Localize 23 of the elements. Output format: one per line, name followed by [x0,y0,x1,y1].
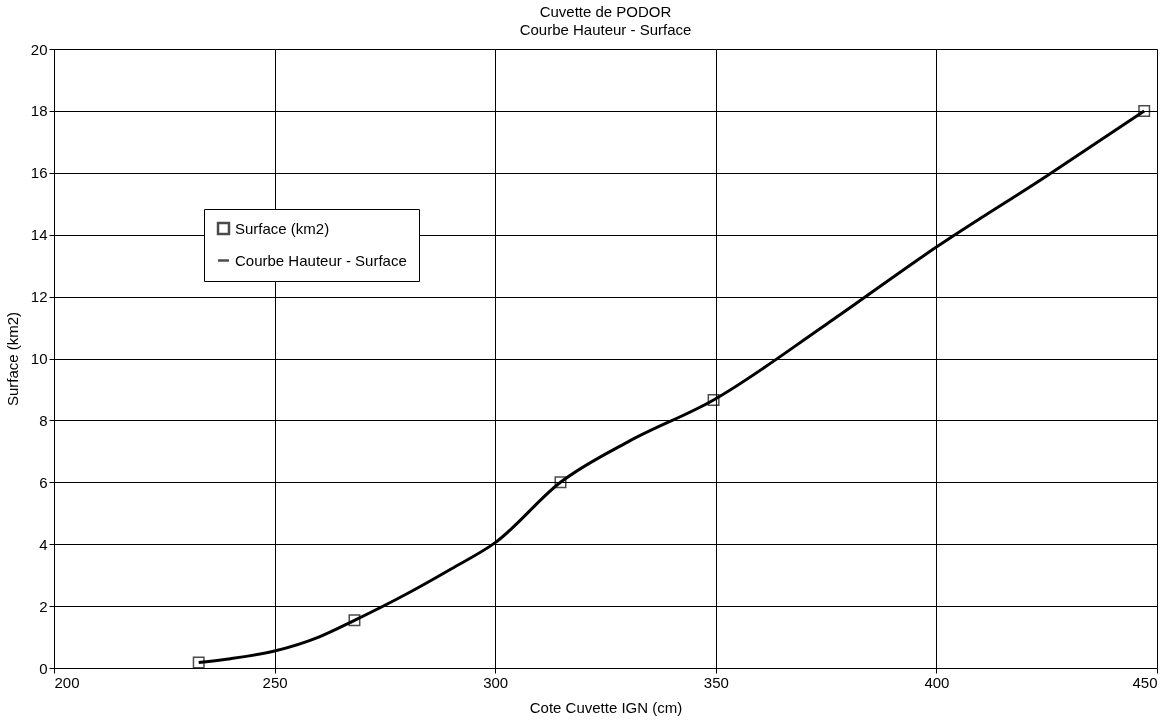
x-tick-label: 200 [54,673,80,691]
y-tick-label: 4 [39,535,48,553]
x-tick-label: 400 [924,673,950,691]
x-axis-title: Cote Cuvette IGN (cm) [529,698,683,716]
x-tick-label: 300 [483,673,509,691]
y-tick-label: 2 [39,597,48,615]
x-tick-label: 450 [1132,673,1158,691]
x-tick-label: 350 [703,673,729,691]
y-tick-label: 0 [39,659,48,677]
y-tick-label: 14 [30,226,48,244]
y-tick-label: 18 [30,102,48,120]
legend-label: Surface (km2) [235,219,330,237]
chart-title: Cuvette de PODOR [539,3,672,20]
legend-label: Courbe Hauteur - Surface [235,251,407,269]
y-tick-label: 20 [30,40,48,58]
y-tick-label: 6 [39,473,48,491]
y-tick-label: 16 [30,164,48,182]
y-axis-title: Surface (km2) [3,311,21,407]
x-tick-label: 250 [262,673,288,691]
y-tick-label: 8 [39,411,48,429]
y-tick-label: 12 [30,288,48,306]
chart-subtitle: Courbe Hauteur - Surface [519,21,692,38]
y-tick-label: 10 [30,350,48,367]
